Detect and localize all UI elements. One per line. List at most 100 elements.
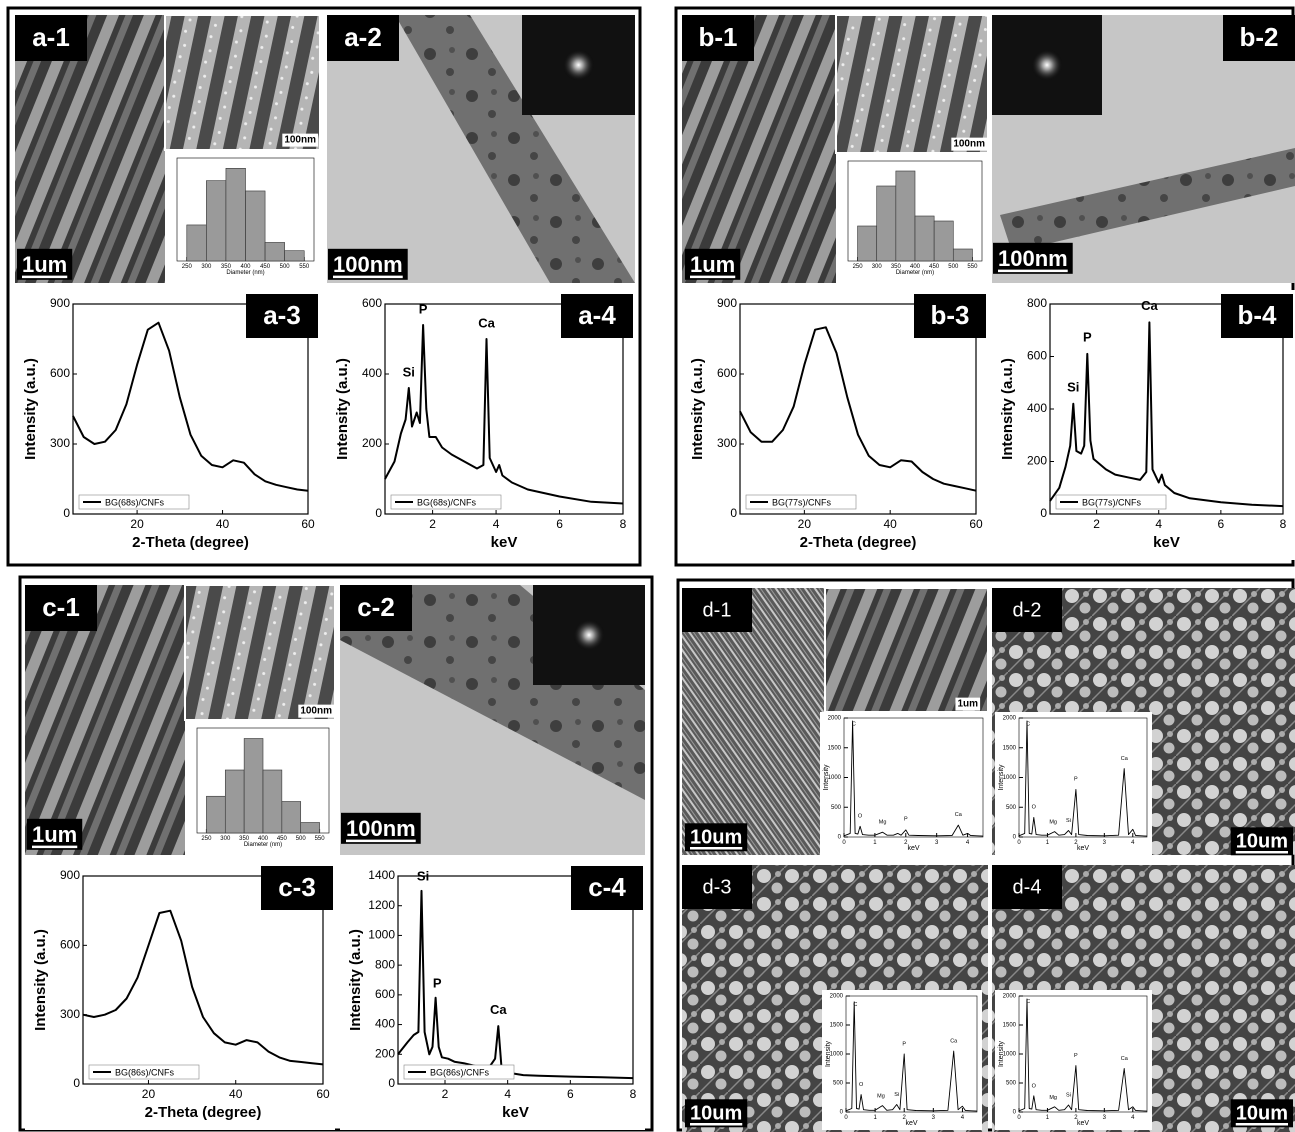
- y-tick-label: 0: [63, 506, 70, 520]
- y-tick-label: 0: [375, 506, 382, 520]
- x-tick-label: 6: [1218, 517, 1225, 531]
- y-tick-label: 0: [73, 1076, 80, 1090]
- fft-spot: [1031, 49, 1063, 81]
- peak-label: C: [852, 721, 856, 727]
- scale-bar-label: 10um: [690, 1102, 742, 1124]
- y-axis-title: Intensity (a.u.): [999, 358, 1016, 460]
- y-tick-label: 1500: [828, 745, 842, 751]
- x-axis-title: Diameter (nm): [226, 270, 264, 276]
- y-axis-title: Intensity (a.u.): [689, 358, 706, 460]
- x-tick-label: 40: [884, 517, 898, 531]
- y-tick-label: 300: [50, 436, 70, 450]
- x-tick-label: 60: [301, 517, 315, 531]
- x-axis-title: Diameter (nm): [896, 270, 934, 276]
- peak-label: Mg: [877, 1094, 885, 1100]
- x-tick-label: 8: [1280, 517, 1287, 531]
- y-tick-label: 0: [730, 506, 737, 520]
- y-tick-label: 200: [1027, 454, 1047, 468]
- x-axis-title: keV: [502, 1104, 529, 1121]
- peak-label: Si: [417, 868, 429, 883]
- histogram-bar: [246, 191, 266, 261]
- y-tick-label: 400: [375, 1017, 395, 1031]
- peak-label: O: [858, 814, 863, 820]
- y-tick-label: 600: [50, 366, 70, 380]
- x-tick-label: 8: [620, 517, 627, 531]
- histogram-bar: [915, 216, 934, 261]
- scale-bar-label: 1um: [22, 252, 67, 277]
- x-tick-label: 500: [280, 264, 291, 270]
- x-tick-label: 300: [872, 264, 883, 270]
- peak-label: O: [1032, 1083, 1037, 1089]
- figure: a-11um100nma-2100nmb-11um100nmb-2100nmc-…: [0, 0, 1295, 1132]
- histogram-bar: [858, 226, 877, 261]
- histogram-bar: [301, 823, 320, 834]
- y-tick-label: 1000: [830, 1052, 844, 1058]
- scale-bar-label: 100nm: [333, 252, 403, 277]
- x-tick-label: 2: [442, 1087, 449, 1101]
- panel-label: d-3: [703, 876, 732, 898]
- peak-label: P: [419, 301, 428, 316]
- peak-label: Ca: [950, 1039, 958, 1045]
- histogram-bar: [226, 168, 246, 261]
- y-tick-label: 1000: [828, 775, 842, 781]
- y-tick-label: 1000: [1003, 1052, 1017, 1058]
- y-tick-label: 600: [375, 987, 395, 1001]
- y-tick-label: 2000: [830, 994, 844, 1000]
- panel-label: d-1: [703, 599, 732, 621]
- histogram-bar: [285, 251, 305, 261]
- y-tick-label: 900: [50, 296, 70, 310]
- peak-label: O: [859, 1082, 864, 1088]
- scale-bar-label: 1um: [32, 822, 77, 847]
- scale-bar-label: 1um: [957, 699, 978, 710]
- y-tick-label: 500: [833, 1081, 844, 1087]
- y-tick-label: 1500: [830, 1023, 844, 1029]
- peak-label: C: [1026, 999, 1030, 1005]
- y-tick-label: 500: [1006, 1081, 1017, 1087]
- y-axis-title: Intensity (a.u.): [334, 358, 351, 460]
- x-tick-label: 40: [229, 1087, 243, 1101]
- x-tick-label: 2: [429, 517, 436, 531]
- y-tick-label: 1500: [1003, 745, 1017, 751]
- panel-label: b-4: [1238, 300, 1278, 330]
- peak-label: Ca: [1121, 756, 1129, 762]
- peak-label: P: [904, 817, 908, 823]
- x-tick-label: 250: [182, 264, 193, 270]
- x-tick-label: 250: [853, 264, 864, 270]
- x-tick-label: 4: [493, 517, 500, 531]
- x-tick-label: 500: [948, 264, 959, 270]
- x-axis-title: keV: [1077, 845, 1089, 852]
- chart-background: [820, 712, 988, 855]
- y-tick-label: 0: [388, 1076, 395, 1090]
- peak-label: Ca: [478, 315, 495, 330]
- peak-label: Mg: [1049, 820, 1057, 826]
- panel-label: a-1: [32, 22, 70, 52]
- peak-label: Si: [1066, 818, 1071, 824]
- legend-label: BG(86s)/CNFs: [115, 1067, 175, 1077]
- peak-label: Si: [403, 364, 415, 379]
- legend-label: BG(68s)/CNFs: [417, 497, 477, 507]
- panel-label: a-4: [578, 300, 616, 330]
- peak-label: Ca: [955, 812, 963, 818]
- peak-label: Mg: [1049, 1095, 1057, 1101]
- scale-bar-label: 1um: [690, 252, 735, 277]
- x-tick-label: 300: [201, 264, 212, 270]
- peak-label: P: [902, 1041, 906, 1047]
- y-tick-label: 600: [362, 296, 382, 310]
- peak-label: P: [1083, 329, 1092, 344]
- peak-label: P: [1074, 777, 1078, 783]
- x-tick-label: 20: [142, 1087, 156, 1101]
- panel-label: a-3: [263, 300, 301, 330]
- legend-label: BG(77s)/CNFs: [1082, 497, 1142, 507]
- x-tick-label: 4: [1155, 517, 1162, 531]
- y-tick-label: 300: [717, 436, 737, 450]
- fft-spot: [563, 49, 595, 81]
- sem-inset: [165, 15, 320, 150]
- y-tick-label: 1500: [1003, 1023, 1017, 1029]
- y-tick-label: 0: [1040, 506, 1047, 520]
- panel-label: c-2: [357, 592, 395, 622]
- x-axis-title: keV: [907, 845, 919, 852]
- peak-label: Mg: [879, 820, 887, 826]
- scale-bar-label: 100nm: [300, 706, 332, 717]
- y-tick-label: 300: [60, 1007, 80, 1021]
- x-axis-title: keV: [1153, 534, 1180, 551]
